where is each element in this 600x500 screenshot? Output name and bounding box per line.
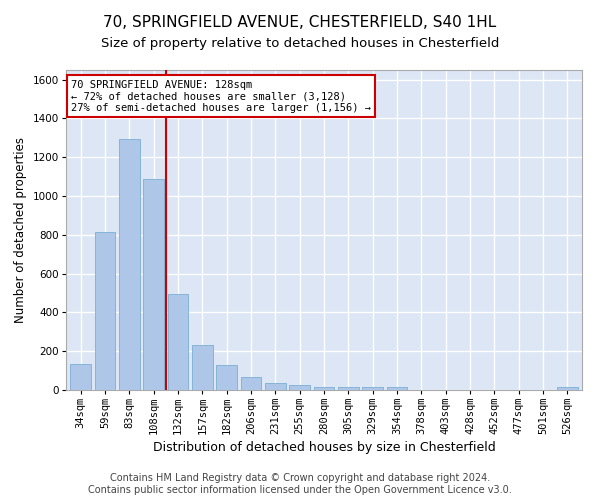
Y-axis label: Number of detached properties: Number of detached properties: [14, 137, 27, 323]
Text: 70 SPRINGFIELD AVENUE: 128sqm
← 72% of detached houses are smaller (3,128)
27% o: 70 SPRINGFIELD AVENUE: 128sqm ← 72% of d…: [71, 80, 371, 113]
Bar: [386, 388, 407, 390]
Bar: [241, 378, 262, 390]
Bar: [216, 365, 237, 390]
X-axis label: Distribution of detached houses by size in Chesterfield: Distribution of detached houses by size …: [152, 442, 496, 454]
Bar: [119, 139, 140, 390]
Bar: [265, 382, 286, 390]
Bar: [557, 388, 578, 390]
Text: Contains HM Land Registry data © Crown copyright and database right 2024.
Contai: Contains HM Land Registry data © Crown c…: [88, 474, 512, 495]
Bar: [70, 364, 91, 390]
Bar: [338, 388, 359, 390]
Text: Size of property relative to detached houses in Chesterfield: Size of property relative to detached ho…: [101, 38, 499, 51]
Bar: [289, 384, 310, 390]
Bar: [314, 387, 334, 390]
Bar: [167, 294, 188, 390]
Bar: [95, 232, 115, 390]
Bar: [192, 346, 212, 390]
Text: 70, SPRINGFIELD AVENUE, CHESTERFIELD, S40 1HL: 70, SPRINGFIELD AVENUE, CHESTERFIELD, S4…: [103, 15, 497, 30]
Bar: [143, 178, 164, 390]
Bar: [362, 388, 383, 390]
